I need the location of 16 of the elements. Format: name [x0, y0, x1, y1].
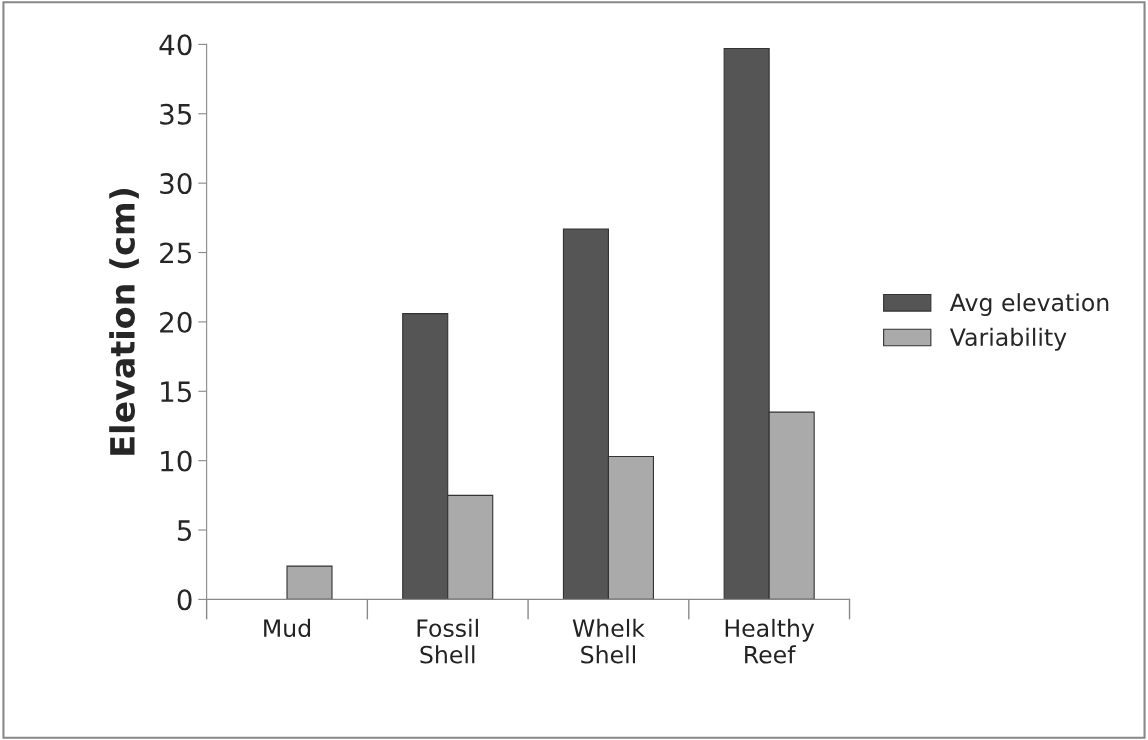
x-tick-label: Whelk Shell [572, 618, 645, 664]
y-tick-label: 15 [161, 381, 192, 403]
y-axis-title: Elevation (cm) [109, 188, 139, 455]
x-tick-label: Fossil Shell [417, 618, 478, 664]
y-tick-label: 0 [177, 589, 192, 611]
y-tick-label: 10 [161, 450, 192, 472]
y-tick-label: 25 [160, 242, 192, 264]
x-tick-label: Healthy Reef [725, 618, 815, 664]
y-tick-label: 35 [160, 103, 192, 125]
legend-label: Avg elevation [949, 293, 1109, 316]
y-tick-label: 5 [177, 520, 192, 541]
x-tick-label: Mud [264, 618, 311, 638]
y-tick-label: 20 [160, 311, 192, 333]
y-tick-label: 40 [159, 34, 192, 56]
legend-label: Variability [949, 327, 1067, 351]
y-tick-label: 30 [160, 173, 192, 195]
